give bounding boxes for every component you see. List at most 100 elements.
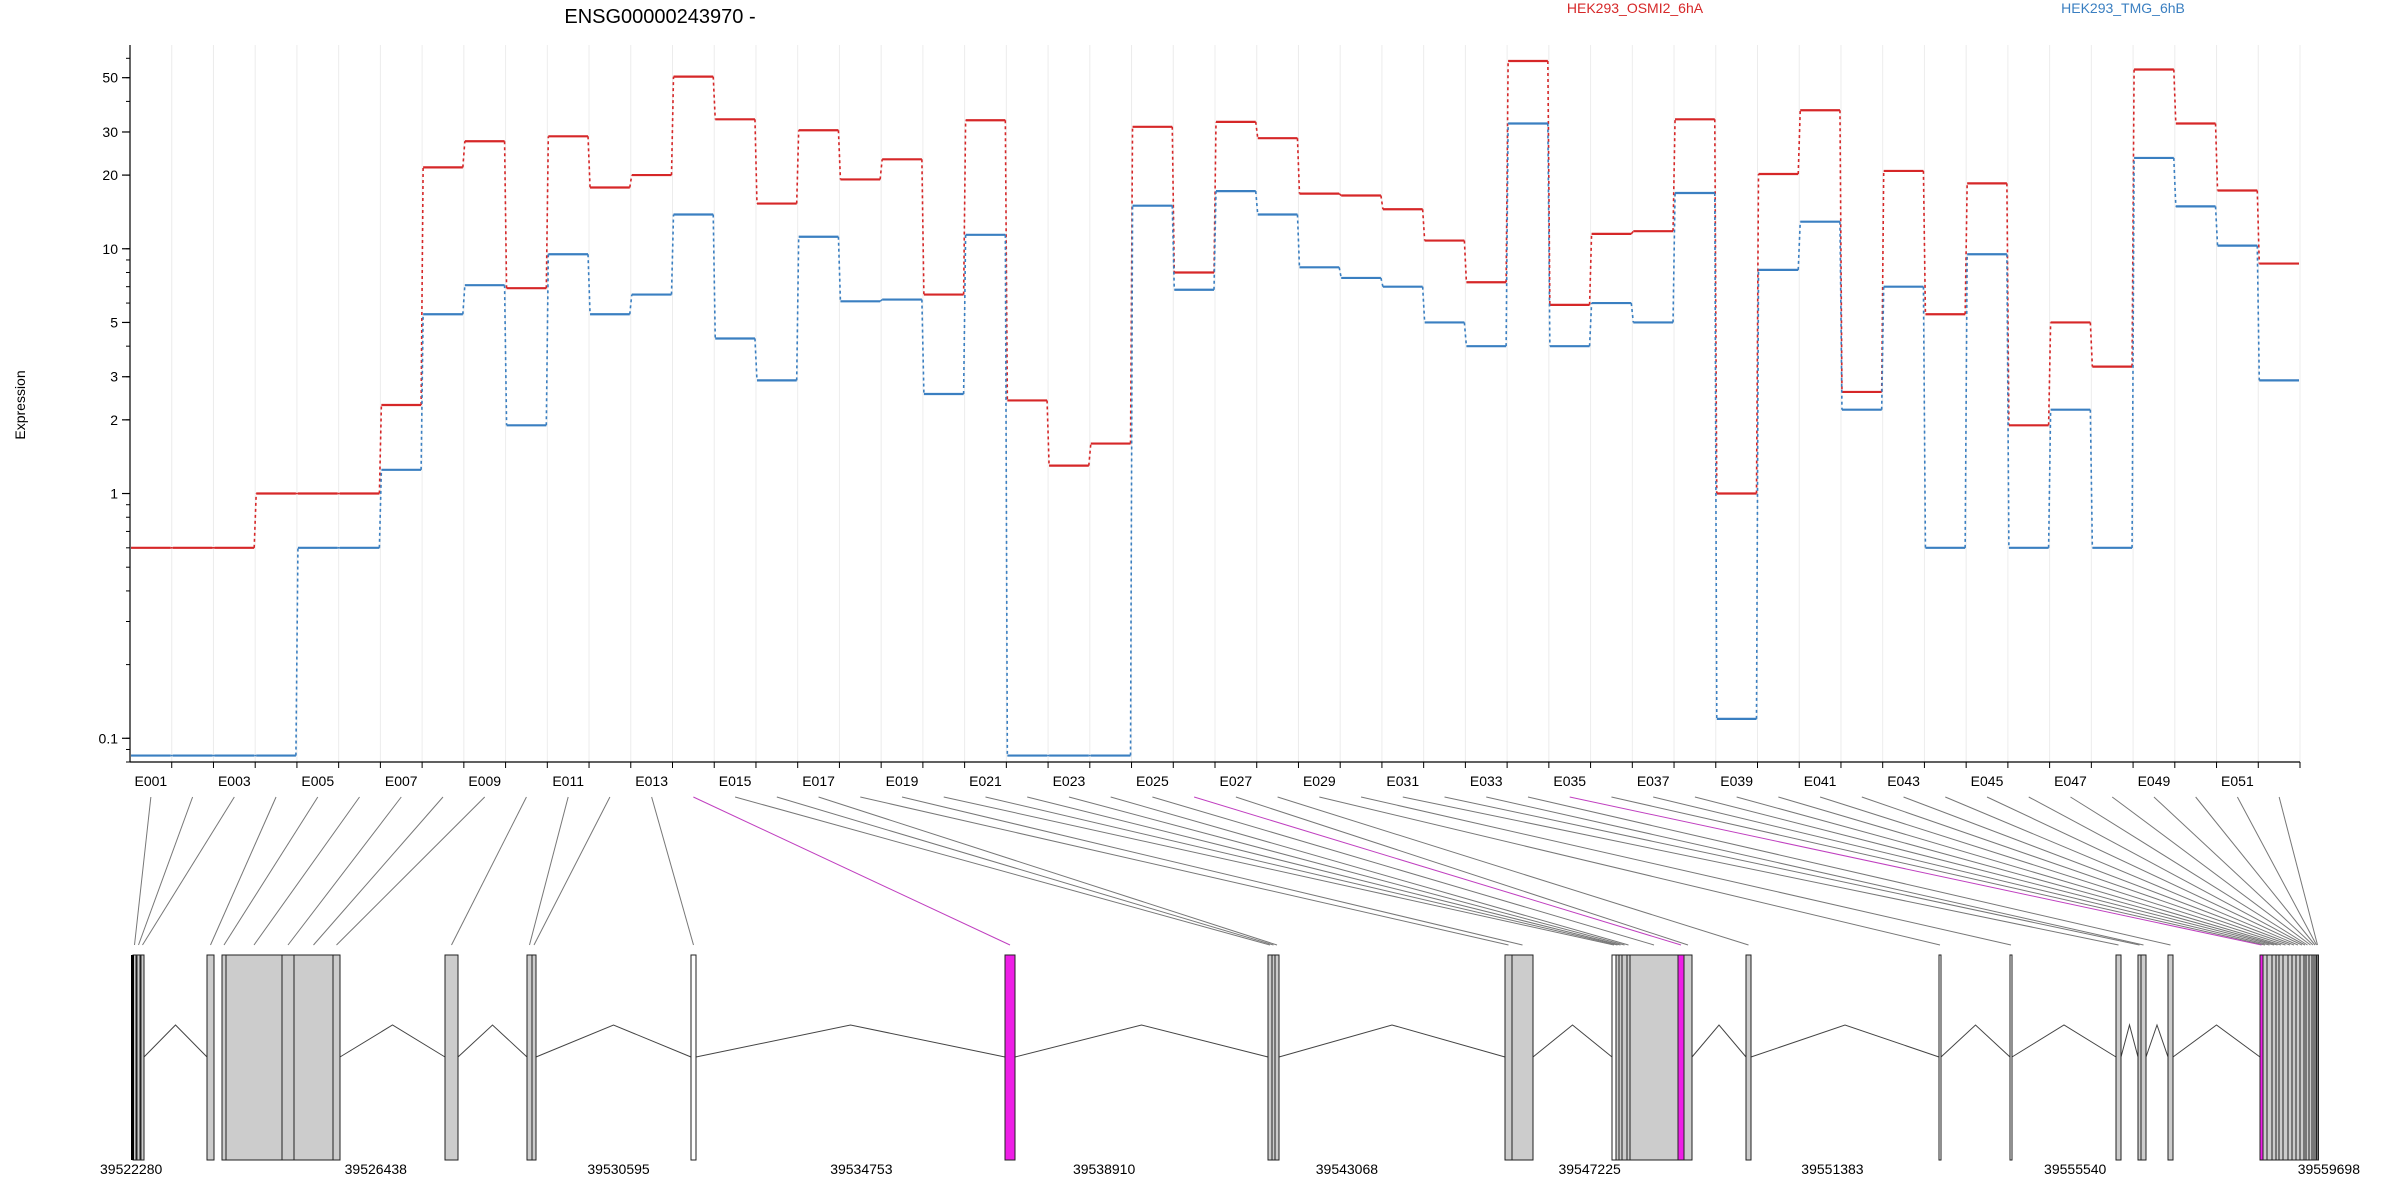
x-tick-label: E043 bbox=[1887, 773, 1920, 789]
exon-connector bbox=[1277, 796, 1749, 946]
y-axis-label: Expression bbox=[12, 370, 28, 439]
expression-connector bbox=[1755, 174, 1760, 494]
expression-connector bbox=[1588, 303, 1593, 347]
exon-box bbox=[2262, 954, 2268, 1161]
x-tick-label: E003 bbox=[218, 773, 251, 789]
expression-connector bbox=[1004, 234, 1009, 756]
expression-connector bbox=[1004, 120, 1009, 401]
expression-connector bbox=[503, 141, 508, 289]
expression-connector bbox=[545, 136, 550, 289]
exon-box bbox=[1611, 954, 1617, 1161]
exon-connector bbox=[1653, 796, 2270, 946]
x-tick-label: E029 bbox=[1303, 773, 1336, 789]
expression-connector bbox=[2256, 245, 2261, 381]
exon-box bbox=[2282, 954, 2289, 1161]
exon-connector bbox=[860, 796, 1509, 946]
exon-box bbox=[1677, 954, 1685, 1161]
exon-connector bbox=[2070, 796, 2308, 946]
exon-connector bbox=[533, 796, 611, 946]
exon-box bbox=[1511, 954, 1534, 1161]
legend-item-tmg: HEK293_TMG_6hB bbox=[2061, 0, 2185, 16]
exon-connector bbox=[2195, 796, 2316, 946]
exon-connector bbox=[2153, 796, 2314, 946]
intron bbox=[2145, 1023, 2169, 1058]
exon-connector bbox=[651, 796, 694, 946]
exon-connector bbox=[1110, 796, 1629, 946]
exon-connector bbox=[138, 796, 194, 946]
exon-box bbox=[2278, 954, 2284, 1161]
y-tick-label: 30 bbox=[102, 124, 118, 140]
exon-connector bbox=[1068, 796, 1625, 946]
expression-connector bbox=[1922, 286, 1927, 548]
exon-connector bbox=[253, 796, 360, 946]
gene-model bbox=[131, 954, 2319, 1161]
coordinate-label: 39543068 bbox=[1316, 1161, 1379, 1177]
exon-box bbox=[136, 954, 141, 1161]
exon-connector bbox=[901, 796, 1523, 946]
expression-connector bbox=[420, 314, 424, 470]
exon-connector bbox=[734, 796, 1271, 946]
expression-connector bbox=[1880, 286, 1885, 410]
exon-connector bbox=[451, 796, 527, 946]
x-tick-label: E015 bbox=[719, 773, 752, 789]
exon-box bbox=[1004, 954, 1016, 1161]
expression-connector bbox=[1296, 214, 1301, 268]
expression-connector bbox=[587, 136, 591, 188]
expression-connector bbox=[587, 254, 591, 315]
exon-connector bbox=[1736, 796, 2278, 946]
intron bbox=[1750, 1024, 1940, 1058]
expression-connector bbox=[295, 547, 299, 756]
x-tick-label: E021 bbox=[969, 773, 1002, 789]
expression-connector bbox=[2214, 123, 2219, 191]
exon-connectors bbox=[134, 796, 2318, 946]
exon-box bbox=[1683, 954, 1693, 1161]
exon-connector bbox=[1569, 796, 2262, 946]
x-tick-label: E031 bbox=[1386, 773, 1419, 789]
expression-connector bbox=[1547, 60, 1551, 305]
gene-start-mark bbox=[131, 955, 134, 1160]
expression-connector bbox=[462, 285, 466, 315]
x-tick-label: E013 bbox=[635, 773, 668, 789]
expression-connector bbox=[1630, 230, 1634, 235]
exon-connector bbox=[2028, 796, 2306, 946]
y-tick-label: 1 bbox=[110, 486, 118, 502]
intron bbox=[2120, 1023, 2139, 1058]
exon-box bbox=[332, 954, 341, 1161]
exon-connector bbox=[1903, 796, 2295, 946]
exon-box bbox=[2291, 954, 2297, 1161]
intron bbox=[695, 1024, 1006, 1058]
intron bbox=[1532, 1024, 1613, 1058]
expression-connector bbox=[837, 236, 842, 302]
intron bbox=[457, 1024, 528, 1058]
expression-connector bbox=[1713, 192, 1718, 719]
y-axis: 0.1 1 2 3 5 10 20 30 50 bbox=[99, 45, 131, 763]
exon-box bbox=[1938, 954, 1942, 1161]
expression-connector bbox=[503, 285, 508, 426]
expression-connector bbox=[1964, 254, 1968, 548]
exon-box bbox=[2316, 954, 2319, 1161]
exon-connector bbox=[943, 796, 1615, 946]
exon-box bbox=[281, 954, 295, 1161]
expression-connector bbox=[2089, 409, 2094, 548]
coordinate-label: 39530595 bbox=[587, 1161, 650, 1177]
expression-connector bbox=[1171, 205, 1176, 290]
expression-connector bbox=[1839, 221, 1843, 410]
intron bbox=[1014, 1024, 1269, 1058]
exon-connector bbox=[2278, 796, 2318, 946]
exon-connector bbox=[1444, 796, 2140, 946]
coordinate-label: 39559698 bbox=[2298, 1161, 2361, 1177]
expression-connector bbox=[712, 214, 717, 339]
coordinate-label: 39547225 bbox=[1558, 1161, 1621, 1177]
expression-connector bbox=[628, 174, 633, 188]
exon-box bbox=[2167, 954, 2174, 1161]
expression-connector bbox=[1713, 119, 1718, 494]
exon-box bbox=[2140, 954, 2147, 1161]
series-lines bbox=[131, 59, 2299, 757]
expression-connector bbox=[1463, 240, 1468, 283]
exon-connector bbox=[985, 796, 1618, 946]
exon-connector bbox=[287, 796, 402, 946]
expression-connector bbox=[712, 76, 717, 120]
exon-box bbox=[2295, 954, 2301, 1161]
expression-connector bbox=[2131, 157, 2135, 548]
x-tick-label: E049 bbox=[2138, 773, 2171, 789]
